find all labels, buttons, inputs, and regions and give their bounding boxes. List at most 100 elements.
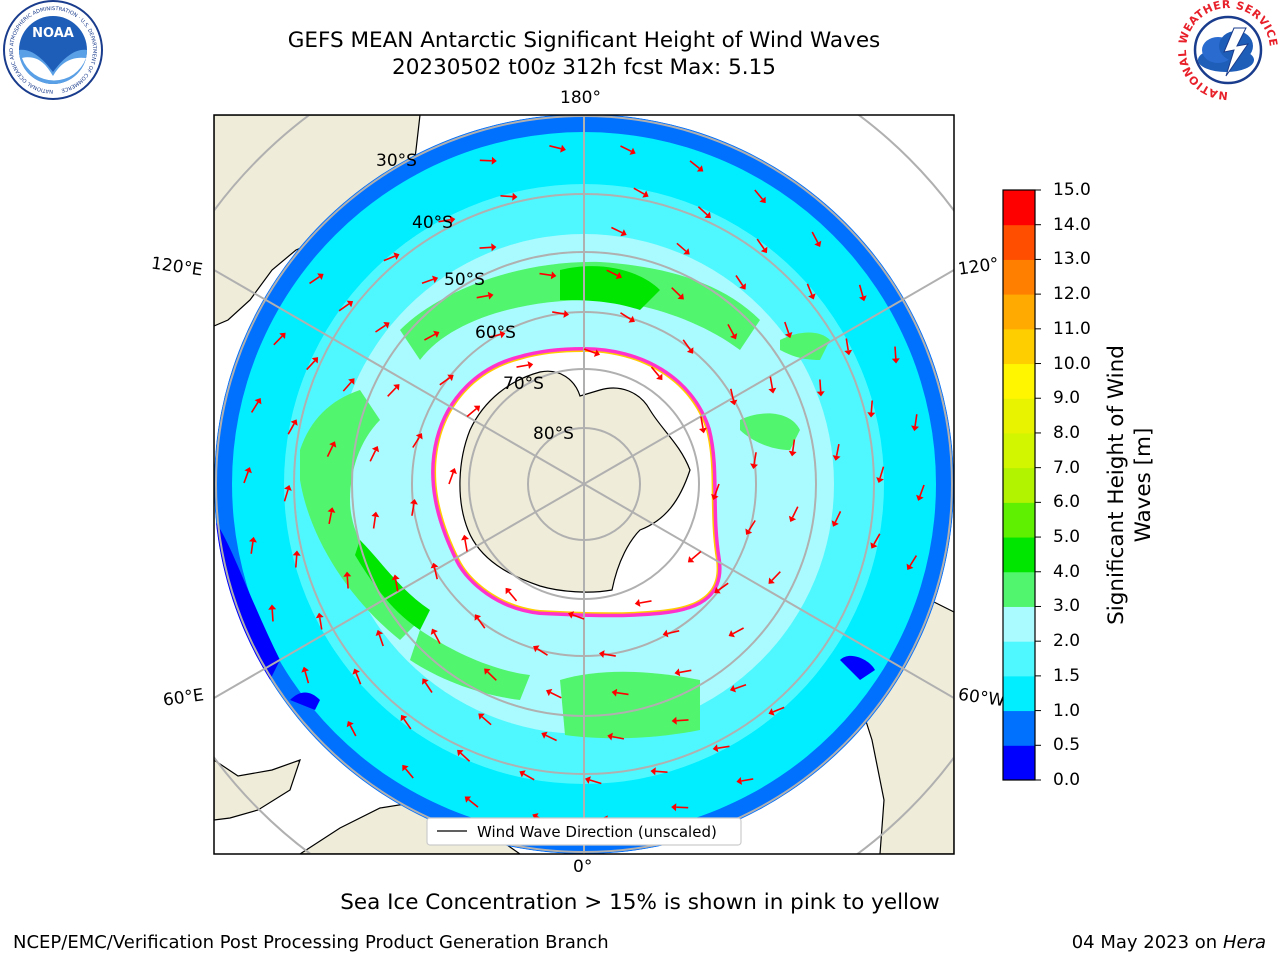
wave-arrow-head: [808, 293, 816, 300]
wave-arrow-head: [244, 467, 252, 474]
wave-arrow-head: [677, 293, 684, 300]
wave-arrow-head: [432, 275, 439, 284]
wave-arrow-head: [430, 628, 438, 635]
wave-arrow-head: [615, 271, 622, 280]
wave-arrow-head: [491, 156, 497, 165]
wave-arrow-head: [585, 776, 591, 784]
lat-label-60s: 60°S: [475, 323, 516, 343]
colorbar-segment: [1003, 363, 1035, 399]
wave-arrow-shaft: [679, 669, 692, 674]
lat-label-30s: 30°S: [376, 151, 417, 171]
wave-arrow-shaft: [404, 768, 414, 779]
wave-arrow-shaft: [870, 400, 873, 413]
wave-arrow-head: [410, 499, 418, 505]
wave-arrow-shaft: [500, 195, 513, 198]
colorbar-tick-label: 5.0: [1053, 527, 1081, 548]
colorbar-tick-label: 15.0: [1053, 180, 1091, 200]
colorbar-tick-label: 9.0: [1053, 388, 1081, 409]
wave-arrow-shaft: [691, 550, 702, 560]
wave-arrow-head: [348, 378, 355, 385]
wave-arrow-shaft: [383, 255, 396, 262]
colorbar-tick-label: 10.0: [1053, 353, 1091, 374]
colorbar-segment: [1003, 641, 1035, 677]
wave-arrow-shaft: [700, 416, 704, 429]
wave-arrow-head: [371, 446, 380, 453]
wave-arrow-shaft: [372, 516, 377, 529]
wave-arrow-head: [906, 563, 914, 570]
wave-arrow-head: [430, 562, 439, 569]
wave-arrow-shaft: [612, 735, 625, 740]
wave-arrow-shaft: [424, 682, 433, 693]
wave-arrow-head: [487, 291, 494, 300]
wave-arrow-shaft: [633, 187, 645, 195]
wave-arrow-shaft: [460, 752, 471, 762]
wave-arrow-shaft: [791, 439, 796, 452]
wave-arrow-shaft: [438, 219, 451, 223]
wave-arrow-head: [628, 315, 635, 323]
wave-arrow-head: [315, 612, 324, 619]
wave-arrow-shaft: [433, 567, 438, 580]
wave-arrow-head: [422, 678, 429, 685]
wave-arrow-shaft: [919, 484, 925, 497]
wave-arrow-head: [768, 708, 775, 716]
wave-arrow-shaft: [545, 734, 557, 742]
colorbar-tick-label: 6.0: [1053, 492, 1081, 513]
map-legend: Wind Wave Direction (unscaled): [426, 817, 742, 846]
wave-arrow-shaft: [387, 387, 397, 397]
wave-arrow-shaft: [727, 324, 735, 336]
wave-arrow-shaft: [338, 303, 350, 312]
wave-arrow-head: [650, 767, 656, 776]
wave-arrow-head: [750, 463, 758, 469]
wave-arrow-head: [729, 399, 738, 406]
wave-arrow-shaft: [378, 634, 384, 647]
wave-arrow-head: [788, 515, 797, 522]
wave-arrow-shaft: [304, 671, 310, 684]
colorbar-tick-label: 3.0: [1053, 596, 1081, 617]
wave-arrow-head: [371, 511, 380, 518]
wave-arrow-head: [279, 332, 286, 339]
wave-arrow-head: [461, 534, 469, 541]
wave-arrow-shaft: [243, 471, 249, 484]
wave-arrow-head: [541, 731, 548, 739]
wave-arrow-shaft: [717, 745, 730, 749]
wave-arrow-shaft: [735, 275, 744, 286]
wave-arrow-head: [329, 441, 337, 448]
wave-arrow-head: [400, 714, 408, 722]
noaa-logo-icon: NOAA NATIONAL OCEANIC AND ATMOSPHERIC AD…: [3, 0, 103, 100]
lat-label-80s: 80°S: [533, 424, 574, 444]
wave-arrow-head: [634, 599, 641, 607]
wave-arrow-shaft: [589, 779, 602, 785]
wave-arrow-shaft: [873, 533, 881, 545]
wave-arrow-shaft: [748, 520, 756, 532]
wave-arrow-shaft: [717, 582, 729, 591]
colorbar-segment: [1003, 398, 1035, 434]
wave-arrow-shaft: [714, 483, 720, 496]
wave-arrow-shaft: [488, 333, 501, 338]
wave-arrow-shaft: [835, 443, 840, 456]
wave-arrow-head: [760, 246, 768, 254]
wave-arrow-head: [784, 332, 793, 339]
nws-logo-icon: NATIONAL WEATHER SERVICE: [1176, 0, 1279, 102]
wave-arrow-shaft: [523, 773, 535, 781]
wave-arrow-head: [311, 357, 319, 364]
wave-arrow-head: [449, 215, 456, 224]
wave-arrow-head: [739, 283, 746, 290]
wave-arrow-shaft: [412, 436, 420, 448]
wave-arrow-head: [505, 587, 512, 595]
wave-arrow-head: [268, 604, 277, 610]
wave-arrow-shaft: [250, 401, 259, 413]
wave-arrow-head: [599, 650, 605, 658]
wave-arrow-head: [674, 668, 681, 677]
colorbar-segment: [1003, 606, 1035, 642]
wave-arrow-shaft: [650, 366, 660, 377]
wave-arrow-shaft: [676, 806, 689, 809]
wave-arrow-head: [696, 165, 704, 172]
wave-arrow-head: [730, 333, 738, 340]
colorbar-segment: [1003, 537, 1035, 573]
wave-arrow-head: [499, 330, 506, 339]
wave-arrow-head: [532, 813, 539, 821]
wave-arrow-head: [788, 450, 797, 457]
wave-arrow-shaft: [476, 294, 489, 299]
wave-arrow-head: [712, 744, 719, 753]
wave-arrow-shaft: [346, 576, 349, 589]
